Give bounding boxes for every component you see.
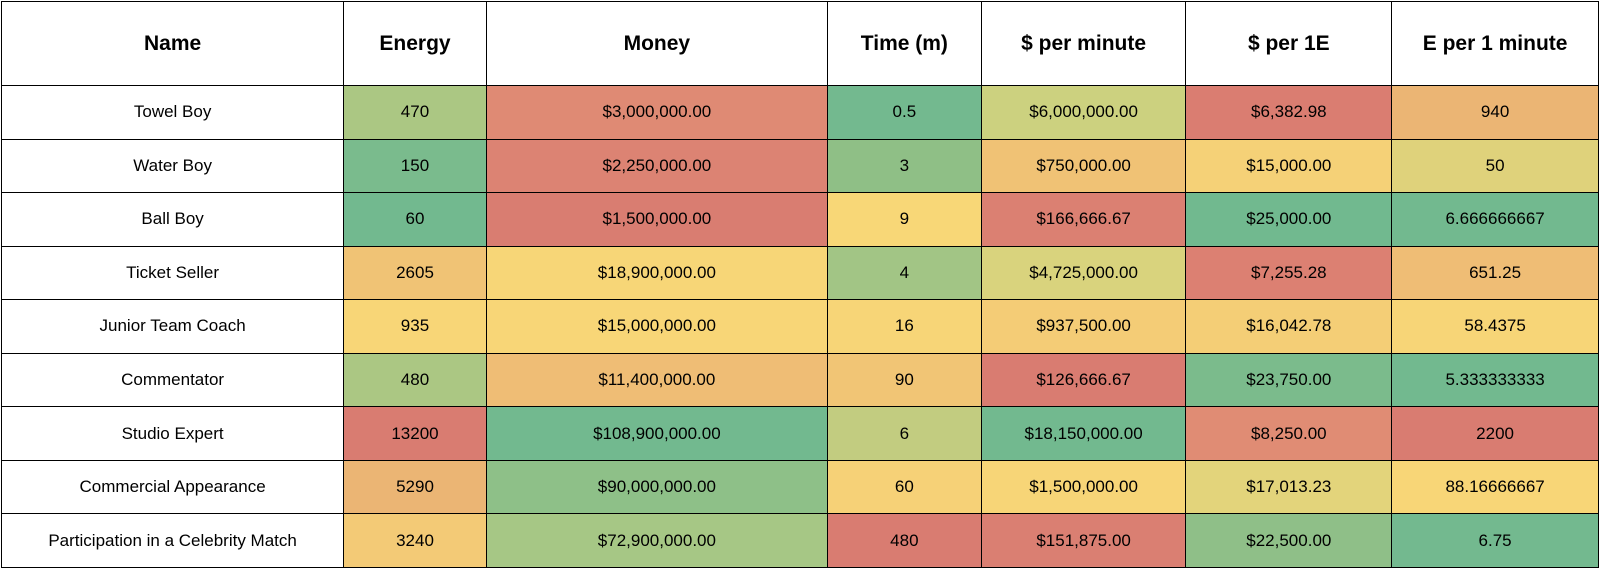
cell-energy-per-minute[interactable]: 6.75 [1391, 513, 1599, 568]
cell-money[interactable]: $2,250,000.00 [485, 138, 828, 194]
cell-time[interactable]: 60 [826, 459, 982, 515]
table-row: Ticket Seller 2605 $18,900,000.00 4 $4,725,0… [0, 245, 1599, 301]
cell-energy[interactable]: 2605 [343, 245, 487, 301]
cell-energy[interactable]: 5290 [343, 459, 487, 515]
cell-dollars-per-energy[interactable]: $25,000.00 [1185, 192, 1393, 247]
header-money[interactable]: Money [485, 1, 828, 86]
cell-dollars-per-minute[interactable]: $166,666.67 [980, 192, 1187, 247]
cell-name[interactable]: Participation in a Celebrity Match [0, 513, 345, 568]
cell-dollars-per-minute[interactable]: $6,000,000.00 [980, 85, 1187, 140]
cell-time[interactable]: 16 [826, 299, 982, 354]
cell-money[interactable]: $15,000,000.00 [485, 299, 828, 354]
cell-dollars-per-energy[interactable]: $17,013.23 [1185, 459, 1393, 515]
header-row: Name Energy Money Time (m) $ per minute … [0, 1, 1599, 86]
cell-energy[interactable]: 3240 [343, 513, 487, 568]
table-row: Commentator 480 $11,400,000.00 90 $126,666.6… [0, 352, 1599, 408]
cell-time[interactable]: 4 [826, 245, 982, 301]
cell-money[interactable]: $11,400,000.00 [485, 352, 828, 408]
cell-time[interactable]: 6 [826, 406, 982, 461]
cell-energy-per-minute[interactable]: 50 [1391, 138, 1599, 194]
header-dollars-per-energy[interactable]: $ per 1E [1185, 1, 1393, 86]
cell-money[interactable]: $108,900,000.00 [485, 406, 828, 461]
cell-name[interactable]: Ticket Seller [0, 245, 345, 301]
cell-money[interactable]: $90,000,000.00 [485, 459, 828, 515]
cell-time[interactable]: 90 [826, 352, 982, 408]
table-row: Studio Expert 13200 $108,900,000.00 6 $18,15… [0, 406, 1599, 461]
cell-name[interactable]: Junior Team Coach [0, 299, 345, 354]
header-name[interactable]: Name [0, 1, 345, 86]
cell-money[interactable]: $72,900,000.00 [485, 513, 828, 568]
cell-energy-per-minute[interactable]: 651.25 [1391, 245, 1599, 301]
cell-dollars-per-energy[interactable]: $8,250.00 [1185, 406, 1393, 461]
cell-dollars-per-energy[interactable]: $7,255.28 [1185, 245, 1393, 301]
cell-dollars-per-energy[interactable]: $16,042.78 [1185, 299, 1393, 354]
table-row: Towel Boy 470 $3,000,000.00 0.5 $6,000,000.0… [0, 85, 1599, 140]
cell-name[interactable]: Water Boy [0, 138, 345, 194]
cell-time[interactable]: 9 [826, 192, 982, 247]
cell-dollars-per-minute[interactable]: $750,000.00 [980, 138, 1187, 194]
cell-dollars-per-minute[interactable]: $151,875.00 [980, 513, 1187, 568]
cell-dollars-per-energy[interactable]: $15,000.00 [1185, 138, 1393, 194]
cell-name[interactable]: Studio Expert [0, 406, 345, 461]
header-time[interactable]: Time (m) [826, 1, 982, 86]
cell-energy-per-minute[interactable]: 2200 [1391, 406, 1599, 461]
cell-energy[interactable]: 150 [343, 138, 487, 194]
header-dollars-per-minute[interactable]: $ per minute [980, 1, 1187, 86]
cell-time[interactable]: 0.5 [826, 85, 982, 140]
cell-energy[interactable]: 13200 [343, 406, 487, 461]
cell-time[interactable]: 3 [826, 138, 982, 194]
cell-energy[interactable]: 935 [343, 299, 487, 354]
cell-energy-per-minute[interactable]: 5.333333333 [1391, 352, 1599, 408]
cell-money[interactable]: $3,000,000.00 [485, 85, 828, 140]
cell-dollars-per-minute[interactable]: $126,666.67 [980, 352, 1187, 408]
header-energy-per-minute[interactable]: E per 1 minute [1391, 1, 1599, 86]
cell-energy[interactable]: 60 [343, 192, 487, 247]
cell-energy-per-minute[interactable]: 88.16666667 [1391, 459, 1599, 515]
cell-energy-per-minute[interactable]: 6.666666667 [1391, 192, 1599, 247]
header-energy[interactable]: Energy [343, 1, 487, 86]
cell-money[interactable]: $1,500,000.00 [485, 192, 828, 247]
cell-time[interactable]: 480 [826, 513, 982, 568]
cell-energy[interactable]: 480 [343, 352, 487, 408]
cell-dollars-per-energy[interactable]: $22,500.00 [1185, 513, 1393, 568]
table-row: Junior Team Coach 935 $15,000,000.00 16 $937… [0, 299, 1599, 354]
cell-energy-per-minute[interactable]: 940 [1391, 85, 1599, 140]
cell-energy[interactable]: 470 [343, 85, 487, 140]
cell-money[interactable]: $18,900,000.00 [485, 245, 828, 301]
table-row: Water Boy 150 $2,250,000.00 3 $750,000.00 $15… [0, 138, 1599, 194]
cell-name[interactable]: Towel Boy [0, 85, 345, 140]
cell-energy-per-minute[interactable]: 58.4375 [1391, 299, 1599, 354]
table-row: Participation in a Celebrity Match 3240 $7… [0, 513, 1599, 568]
cell-dollars-per-minute[interactable]: $4,725,000.00 [980, 245, 1187, 301]
cell-name[interactable]: Ball Boy [0, 192, 345, 247]
cell-name[interactable]: Commercial Appearance [0, 459, 345, 515]
cell-dollars-per-minute[interactable]: $1,500,000.00 [980, 459, 1187, 515]
cell-dollars-per-minute[interactable]: $937,500.00 [980, 299, 1187, 354]
cell-dollars-per-minute[interactable]: $18,150,000.00 [980, 406, 1187, 461]
cell-dollars-per-energy[interactable]: $23,750.00 [1185, 352, 1393, 408]
cell-name[interactable]: Commentator [0, 352, 345, 408]
table-row: Ball Boy 60 $1,500,000.00 9 $166,666.67 $25,0… [0, 192, 1599, 247]
cell-dollars-per-energy[interactable]: $6,382.98 [1185, 85, 1393, 140]
table-row: Commercial Appearance 5290 $90,000,000.00 6… [0, 459, 1599, 515]
